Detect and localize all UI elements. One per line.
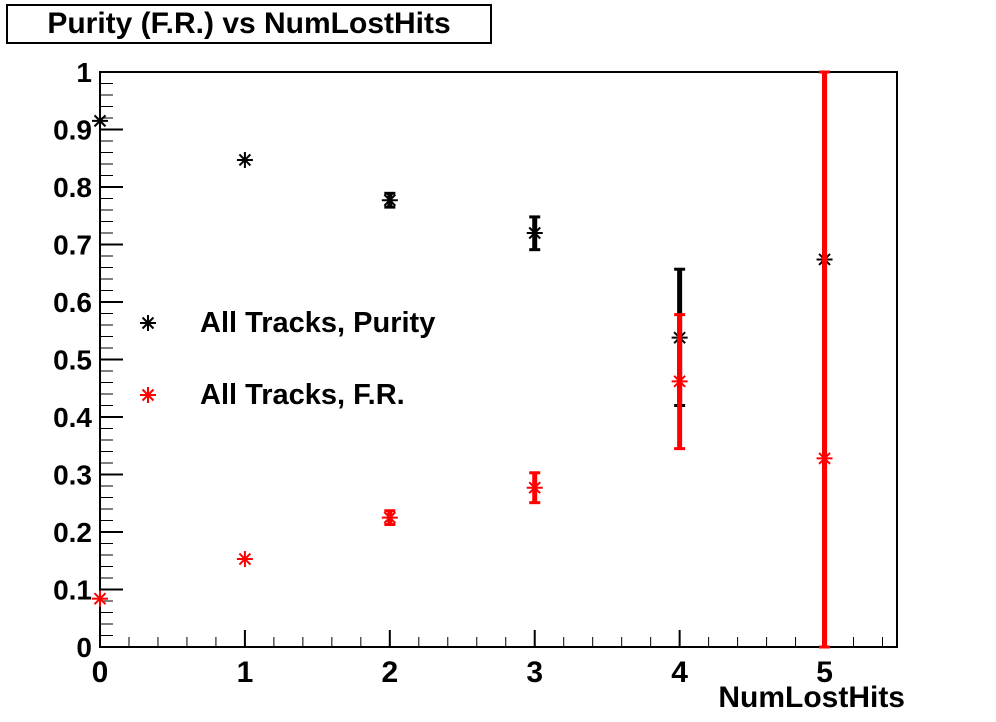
data-marker [92,590,108,607]
x-tick-label: 4 [671,656,688,689]
chart-title-box: Purity (F.R.) vs NumLostHits [6,4,492,44]
y-tick-label: 0.3 [53,460,92,491]
y-tick-label: 0.6 [53,287,92,318]
y-tick-label: 1 [76,57,92,88]
y-tick-label: 0.2 [53,517,92,548]
chart-title: Purity (F.R.) vs NumLostHits [47,7,451,40]
legend-label-fr: All Tracks, F.R. [200,378,405,411]
y-tick-label: 0.1 [53,575,92,606]
asterisk-marker-icon [140,387,156,403]
y-tick-label: 0.4 [53,402,92,433]
x-tick-label: 3 [526,656,543,689]
legend-entry-fr: All Tracks, F.R. [135,378,405,412]
x-tick-label: 0 [92,656,109,689]
data-marker [381,192,398,209]
x-tick-label: 2 [381,656,398,689]
y-tick-label: 0.5 [53,345,92,376]
data-marker [671,373,688,390]
data-marker [236,551,253,568]
data-marker [236,151,253,168]
y-tick-label: 0.7 [53,230,92,261]
legend-label-purity: All Tracks, Purity [200,306,436,339]
data-marker [526,225,543,241]
data-marker [526,479,543,496]
plot-frame [99,71,898,648]
y-tick-label: 0 [76,632,92,663]
data-marker [92,112,108,129]
data-marker [381,509,398,526]
y-tick-label: 0.9 [53,115,92,146]
x-tick-label: 1 [237,656,254,689]
asterisk-marker-icon [140,315,156,331]
y-tick-label: 0.8 [53,172,92,203]
x-axis-label: NumLostHits [718,681,905,714]
x-tick-label: 5 [816,656,833,689]
legend-entry-purity: All Tracks, Purity [135,306,435,340]
data-marker [816,450,833,467]
